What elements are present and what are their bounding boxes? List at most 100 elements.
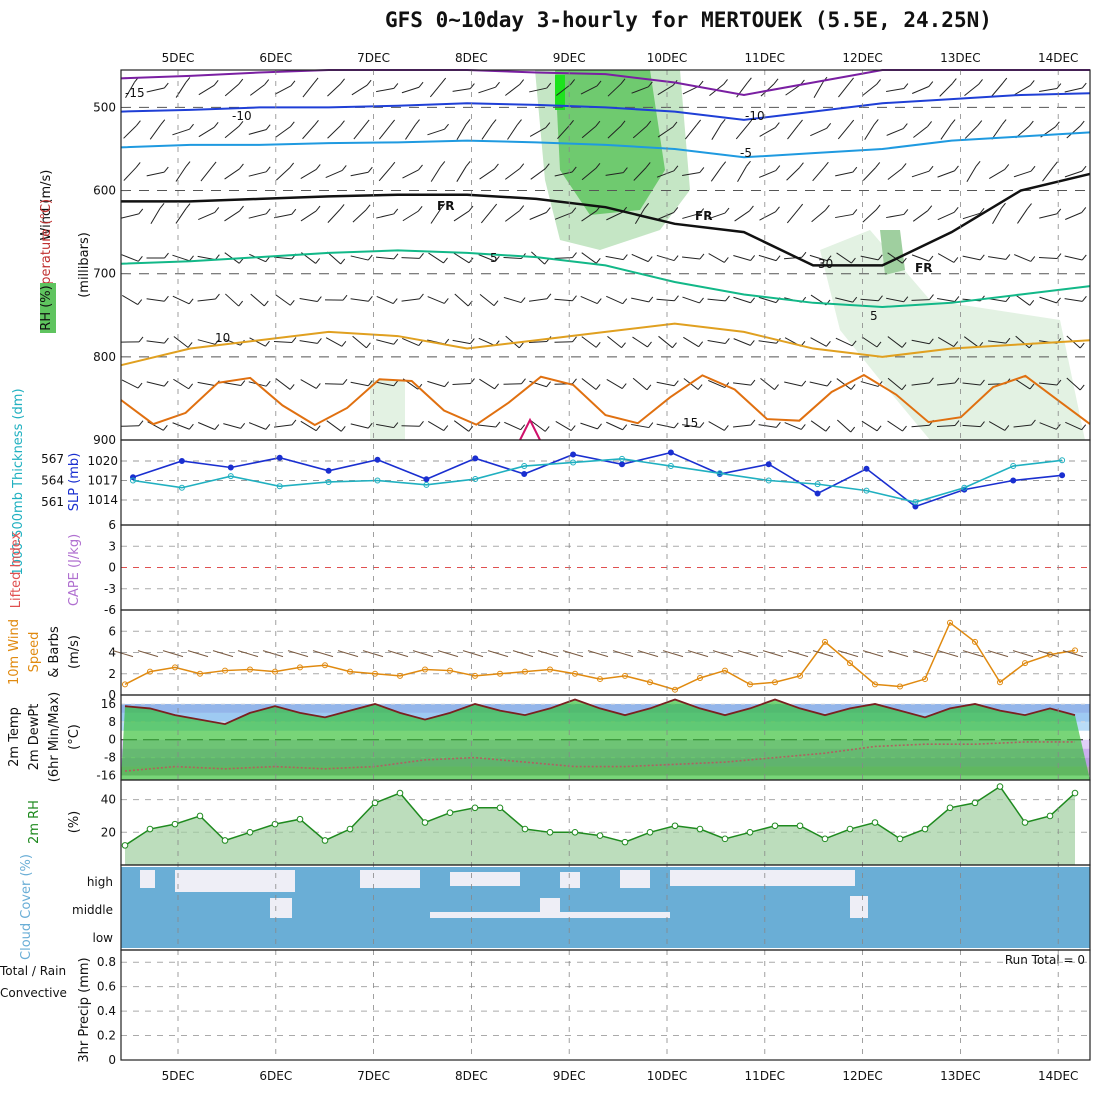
wind-barb [980, 421, 985, 427]
wind-barb [1005, 254, 1011, 260]
wind-barb [393, 208, 399, 215]
wind-barb [682, 296, 700, 304]
wind-barb [213, 121, 219, 128]
data-point [721, 835, 729, 843]
wind-barb [953, 207, 959, 213]
axis-label-degc: (°C) [67, 724, 82, 750]
wind-barb [529, 127, 547, 137]
wind-barb [544, 258, 550, 265]
wind-barb [887, 168, 903, 180]
wind-barb [120, 425, 140, 427]
wind-barb [913, 126, 928, 138]
x-tick-label-bottom: 8DEC [455, 1069, 488, 1083]
axis-label-cloud-cover: Cloud Cover (%) [19, 854, 34, 960]
wind-barb [214, 424, 220, 430]
wind-barb [1053, 161, 1058, 168]
wind-barb [1039, 382, 1057, 386]
wind-barb [427, 421, 445, 431]
wind-barb [365, 204, 371, 211]
wind-barb [990, 82, 1004, 98]
data-point [771, 822, 779, 830]
wind-barb [262, 650, 284, 658]
wind-barb [238, 120, 244, 127]
wind-barb [911, 170, 930, 178]
data-point [521, 463, 528, 470]
wind-barb [749, 205, 754, 212]
y-tick-label: 3 [108, 539, 116, 553]
x-tick-label-top: 11DEC [745, 51, 785, 65]
wind-barb [707, 298, 726, 302]
data-point [571, 829, 579, 836]
wind-barb [605, 172, 624, 176]
wind-barb [647, 256, 653, 262]
wind-barb [673, 207, 679, 213]
wind-barb [987, 650, 1009, 658]
wind-barb [465, 161, 471, 167]
wind-barb [265, 424, 271, 430]
wind-barb [927, 205, 933, 212]
wind-barb [647, 341, 652, 348]
x-tick-label-bottom: 11DEC [745, 1069, 785, 1083]
wind-barb [911, 299, 930, 301]
wind-barb [452, 88, 471, 92]
wind-barb [662, 650, 684, 658]
wind-barb [1017, 208, 1028, 224]
contour-label: FR [695, 209, 712, 223]
wind-barb [342, 294, 348, 301]
data-point [814, 490, 821, 497]
data-point [397, 672, 403, 679]
wind-barb [852, 209, 858, 215]
data-point [496, 804, 504, 812]
wind-barb [595, 120, 601, 127]
wind-barb [580, 295, 598, 305]
wind-barb [352, 209, 367, 223]
wind-barb [1062, 650, 1084, 658]
wind-barb [723, 425, 729, 431]
wind-barb [291, 208, 297, 215]
wind-barb [163, 380, 169, 387]
wind-barb [453, 210, 470, 222]
wind-barb [163, 166, 169, 173]
wind-barb [903, 83, 909, 89]
wind-barb [911, 254, 930, 262]
data-point [821, 835, 829, 843]
wind-barb [569, 120, 574, 126]
y-tick-label: -3 [104, 582, 116, 596]
wind-barb [137, 650, 159, 658]
wind-barb [172, 422, 190, 430]
x-tick-label-top: 14DEC [1038, 51, 1078, 65]
wind-barb [123, 125, 137, 139]
wind-barb [265, 166, 271, 173]
wind-barb [368, 295, 373, 302]
data-point [1046, 812, 1054, 820]
temp-band [121, 703, 1090, 713]
wind-barb [1001, 202, 1006, 209]
wind-barb [238, 258, 244, 264]
wind-barb [223, 338, 241, 346]
wind-barb [1013, 424, 1032, 428]
data-point [622, 672, 628, 679]
x-tick-label-top: 7DEC [357, 51, 390, 65]
data-point [1059, 472, 1066, 479]
data-point [922, 676, 928, 683]
data-point [672, 686, 678, 693]
wind-barb [620, 78, 626, 85]
wind-barb [313, 77, 319, 84]
wind-barb [452, 339, 471, 345]
wind-barb [225, 293, 239, 307]
x-tick-label-top: 13DEC [940, 51, 980, 65]
wind-barb [710, 166, 723, 182]
wind-barb [737, 650, 759, 658]
wind-barb [606, 211, 623, 221]
wind-barb [529, 87, 547, 93]
wind-barb [746, 160, 751, 167]
wind-barb [300, 168, 317, 180]
wind-barb [519, 205, 525, 211]
wind-barb [248, 213, 267, 219]
data-point [765, 461, 772, 468]
wind-barb [401, 257, 420, 259]
wind-barb [469, 338, 475, 344]
wind-barb [699, 297, 704, 304]
wind-barb [572, 252, 577, 258]
wind-barb [851, 257, 856, 264]
